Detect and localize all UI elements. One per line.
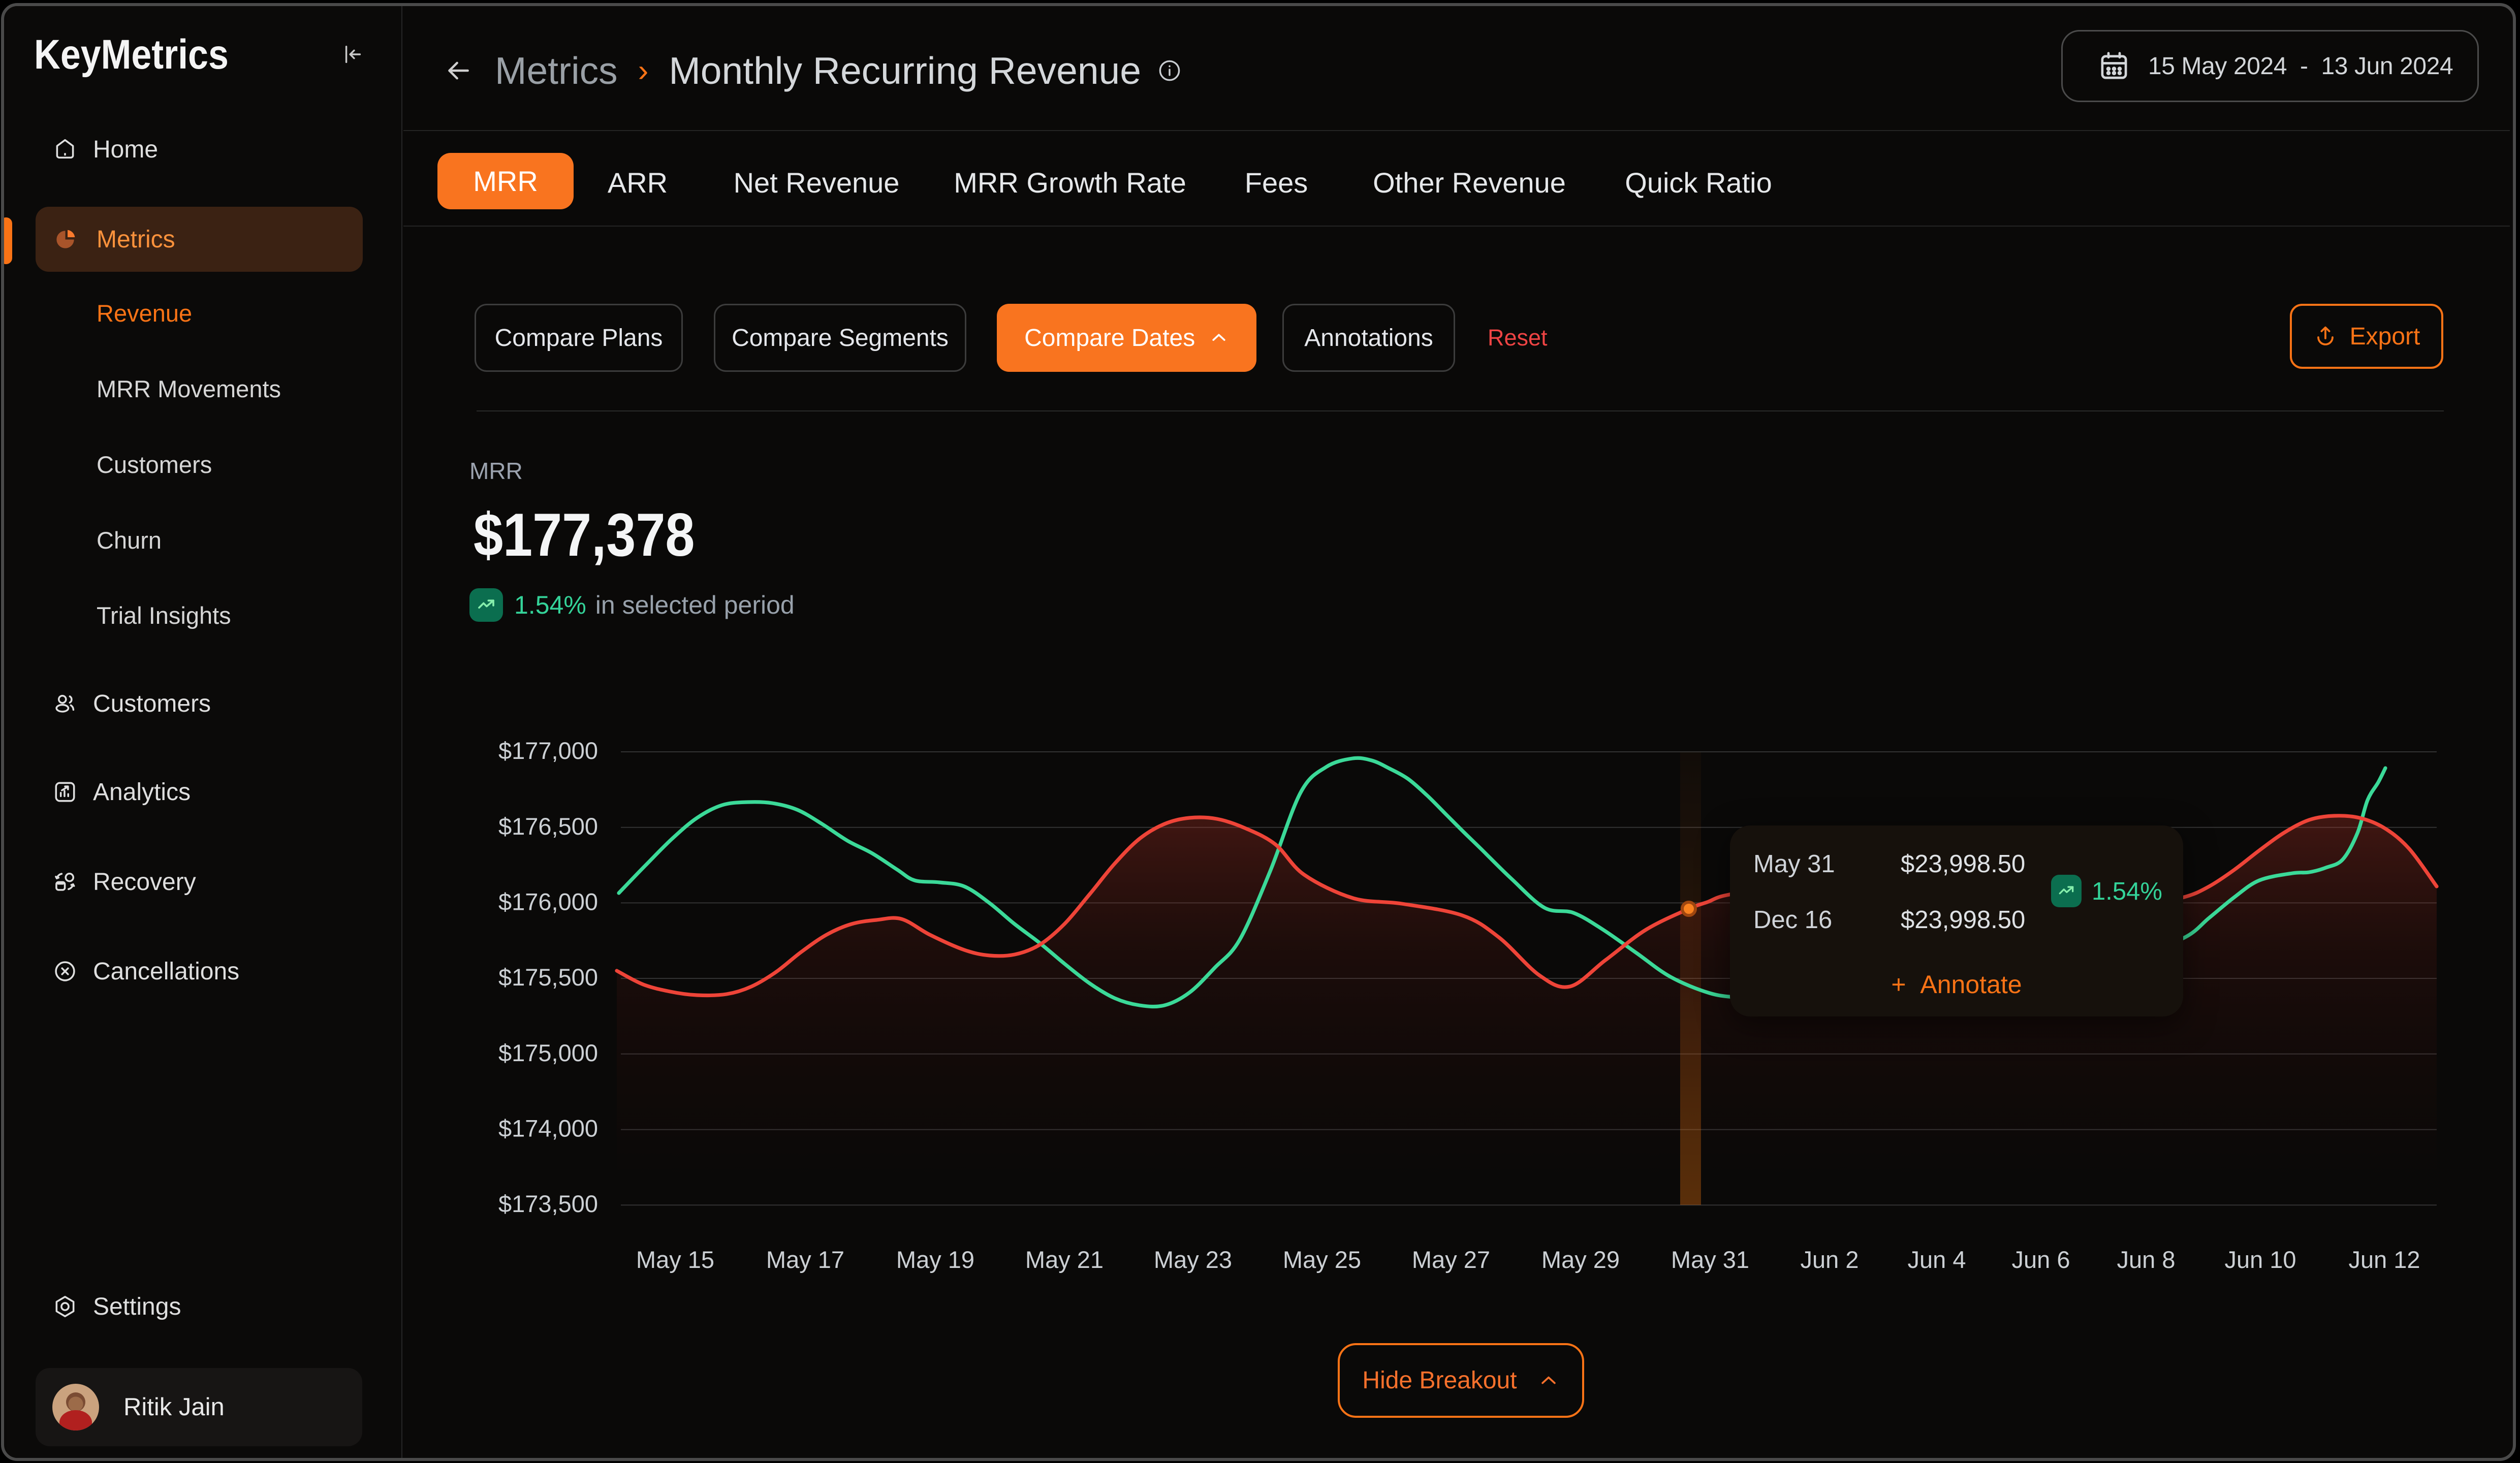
svg-text:Jun 4: Jun 4 <box>1908 1246 1966 1273</box>
svg-text:$174,000: $174,000 <box>498 1115 598 1142</box>
svg-text:May 25: May 25 <box>1283 1246 1361 1273</box>
svg-text:May 15: May 15 <box>636 1246 714 1273</box>
svg-text:$173,500: $173,500 <box>498 1190 598 1217</box>
svg-text:May 23: May 23 <box>1154 1246 1232 1273</box>
svg-text:May 19: May 19 <box>896 1246 974 1273</box>
svg-text:$176,500: $176,500 <box>498 813 598 840</box>
svg-text:May 27: May 27 <box>1412 1246 1490 1273</box>
svg-text:$177,000: $177,000 <box>498 737 598 764</box>
svg-text:$175,500: $175,500 <box>498 964 598 991</box>
svg-text:Jun 8: Jun 8 <box>2117 1246 2176 1273</box>
svg-text:Jun 12: Jun 12 <box>2348 1246 2420 1273</box>
svg-text:May 17: May 17 <box>766 1246 844 1273</box>
svg-text:$176,000: $176,000 <box>498 888 598 915</box>
svg-text:Jun 2: Jun 2 <box>1801 1246 1859 1273</box>
svg-text:Jun 6: Jun 6 <box>2012 1246 2070 1273</box>
svg-text:Jun 10: Jun 10 <box>2224 1246 2296 1273</box>
svg-text:May 29: May 29 <box>1541 1246 1620 1273</box>
svg-text:May 31: May 31 <box>1671 1246 1749 1273</box>
svg-text:$175,000: $175,000 <box>498 1039 598 1066</box>
svg-text:May 21: May 21 <box>1025 1246 1104 1273</box>
